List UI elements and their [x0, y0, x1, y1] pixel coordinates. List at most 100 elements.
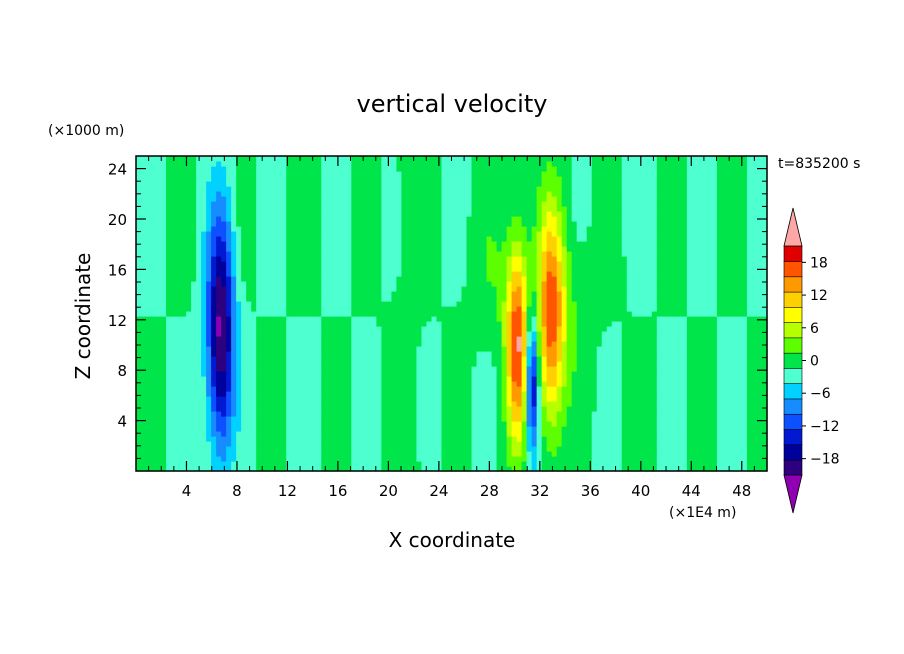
field-cell — [321, 206, 327, 212]
field-cell — [281, 226, 287, 232]
field-cell — [241, 321, 247, 327]
field-cell — [261, 171, 267, 177]
field-cell — [276, 216, 282, 222]
field-cell — [261, 176, 267, 182]
field-cell — [411, 441, 418, 447]
field-cell — [406, 181, 413, 187]
field-cell — [301, 321, 307, 327]
field-cell — [181, 306, 187, 312]
field-cell — [261, 211, 267, 217]
field-cell — [211, 376, 217, 382]
field-cell — [381, 281, 387, 287]
field-cell — [226, 211, 232, 217]
field-cell — [331, 211, 337, 217]
field-cell — [351, 461, 357, 467]
field-cell — [316, 456, 322, 462]
field-cell — [321, 401, 327, 407]
field-cell — [166, 201, 172, 207]
field-cell — [486, 281, 493, 287]
field-cell — [246, 431, 252, 437]
field-cell — [471, 376, 478, 382]
field-cell — [156, 261, 162, 267]
field-cell — [321, 351, 327, 357]
field-cell — [136, 431, 142, 437]
field-cell — [191, 401, 197, 407]
field-cell — [496, 286, 503, 292]
field-cell — [416, 266, 423, 272]
field-cell — [346, 286, 352, 292]
field-cell — [236, 246, 242, 252]
field-cell — [421, 186, 428, 192]
field-cell — [316, 261, 322, 267]
field-cell — [451, 366, 458, 372]
field-cell — [456, 231, 463, 237]
field-cell — [376, 181, 382, 187]
field-cell — [391, 431, 398, 437]
field-cell — [371, 431, 377, 437]
field-cell — [381, 216, 387, 222]
field-cell — [226, 291, 232, 297]
field-cell — [186, 246, 192, 252]
field-cell — [156, 431, 162, 437]
field-cell — [436, 236, 443, 242]
field-cell — [261, 351, 267, 357]
field-cell — [271, 461, 277, 467]
field-cell — [186, 206, 192, 212]
field-cell — [331, 171, 337, 177]
field-cell — [186, 436, 192, 442]
field-cell — [371, 376, 377, 382]
field-cell — [326, 306, 332, 312]
field-cell — [166, 396, 172, 402]
field-cell — [426, 411, 433, 417]
field-cell — [421, 396, 428, 402]
field-cell — [511, 201, 518, 207]
field-cell — [506, 351, 513, 357]
field-cell — [206, 201, 212, 207]
field-cell — [511, 331, 518, 337]
field-cell — [506, 371, 513, 377]
field-cell — [341, 356, 347, 362]
field-cell — [336, 411, 342, 417]
field-cell — [461, 386, 468, 392]
field-cell — [451, 336, 458, 342]
field-cell — [391, 346, 398, 352]
field-cell — [136, 236, 142, 242]
field-cell — [266, 386, 272, 392]
field-cell — [191, 201, 197, 207]
field-cell — [286, 356, 292, 362]
field-cell — [456, 286, 463, 292]
field-cell — [461, 171, 468, 177]
field-cell — [296, 206, 302, 212]
field-cell — [381, 196, 387, 202]
field-cell — [166, 221, 172, 227]
field-cell — [501, 251, 508, 257]
field-cell — [211, 381, 217, 387]
field-cell — [506, 456, 513, 462]
field-cell — [401, 261, 408, 267]
field-cell — [211, 251, 217, 257]
field-cell — [441, 291, 448, 297]
field-cell — [286, 341, 292, 347]
field-cell — [421, 176, 428, 182]
field-cell — [271, 421, 277, 427]
field-cell — [191, 406, 197, 412]
field-cell — [476, 296, 483, 302]
field-cell — [241, 346, 247, 352]
field-cell — [361, 416, 367, 422]
field-cell — [526, 291, 533, 297]
field-cell — [266, 466, 272, 472]
field-cell — [146, 171, 152, 177]
field-cell — [391, 241, 398, 247]
field-cell — [376, 396, 382, 402]
field-cell — [526, 431, 533, 437]
field-cell — [426, 361, 433, 367]
field-cell — [271, 251, 277, 257]
field-cell — [191, 156, 197, 162]
field-cell — [386, 401, 393, 407]
field-cell — [516, 206, 523, 212]
field-cell — [241, 451, 247, 457]
field-cell — [371, 196, 377, 202]
field-cell — [376, 381, 382, 387]
field-cell — [376, 166, 382, 172]
field-cell — [356, 336, 362, 342]
